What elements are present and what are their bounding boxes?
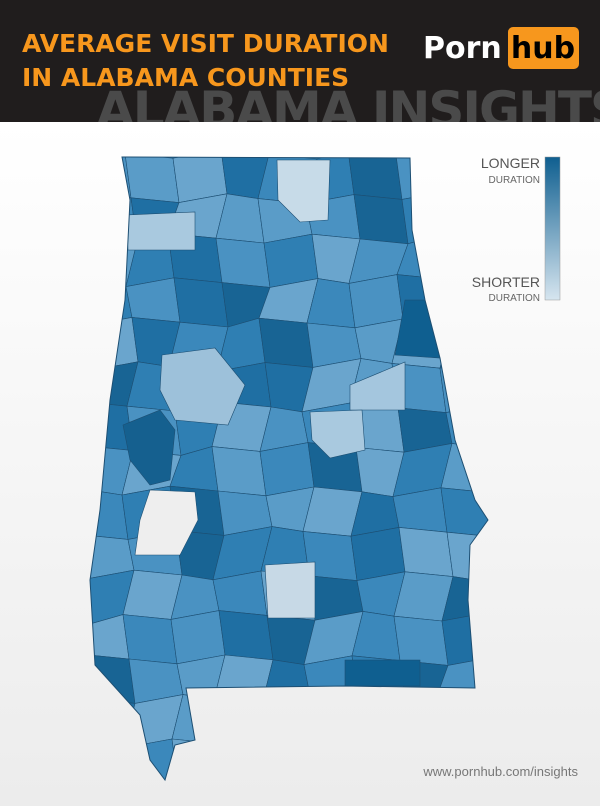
header-bar xyxy=(0,0,600,122)
county xyxy=(349,361,406,411)
footer-url: www.pornhub.com/insights xyxy=(422,764,578,779)
logo-right: hub xyxy=(511,31,575,66)
county xyxy=(170,610,226,665)
legend-gradient xyxy=(544,156,561,301)
county xyxy=(134,489,199,556)
county xyxy=(258,317,314,368)
county xyxy=(259,442,315,497)
banner: ALABAMA INSIGHTS xyxy=(96,81,600,139)
state-outline xyxy=(89,156,489,782)
county xyxy=(124,157,180,203)
county xyxy=(353,194,409,245)
county xyxy=(309,409,366,459)
county xyxy=(173,277,229,328)
legend-sublabel: DURATION xyxy=(489,293,540,304)
county xyxy=(344,659,421,687)
county xyxy=(393,615,449,666)
logo-box xyxy=(508,27,579,69)
logo-left: Porn xyxy=(423,31,502,66)
county xyxy=(350,527,406,581)
county xyxy=(122,409,176,486)
county xyxy=(122,614,178,665)
title-line: AVERAGE VISIT DURATION xyxy=(22,29,389,58)
legend-label: LONGER xyxy=(481,155,540,171)
county xyxy=(263,233,319,288)
county xyxy=(159,347,246,426)
county xyxy=(264,561,316,619)
county xyxy=(348,274,404,329)
legend-label: SHORTER xyxy=(472,274,540,290)
county xyxy=(125,211,196,251)
county xyxy=(398,527,454,577)
title-line: IN ALABAMA COUNTIES xyxy=(22,63,349,92)
county xyxy=(215,237,271,288)
county xyxy=(218,610,274,661)
legend-sublabel: DURATION xyxy=(489,175,540,186)
county xyxy=(211,446,267,497)
county xyxy=(276,159,331,223)
